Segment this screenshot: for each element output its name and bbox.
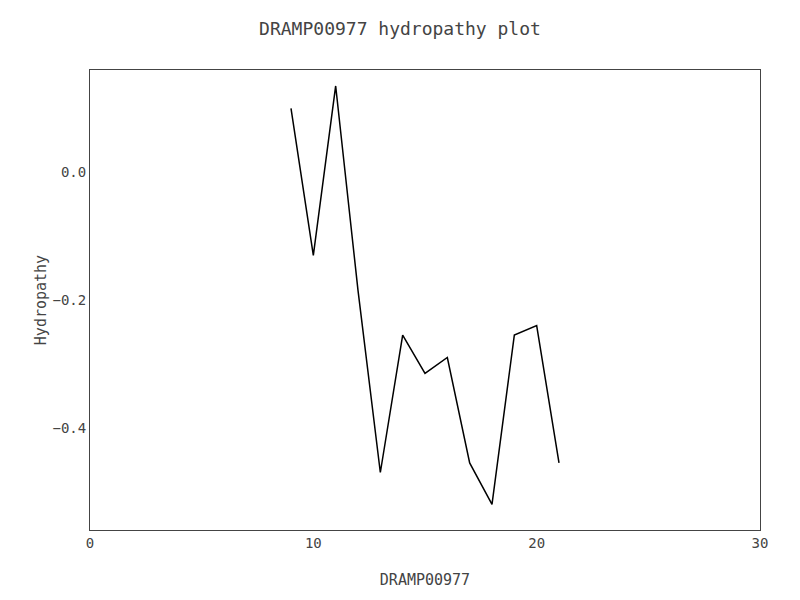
- svg-text:0: 0: [86, 535, 94, 551]
- svg-text:20: 20: [528, 535, 545, 551]
- svg-text:Hydropathy: Hydropathy: [32, 255, 50, 345]
- svg-text:−0.4: −0.4: [52, 420, 86, 436]
- svg-text:DRAMP00977 hydropathy plot: DRAMP00977 hydropathy plot: [259, 18, 541, 39]
- svg-text:30: 30: [752, 535, 769, 551]
- svg-text:DRAMP00977: DRAMP00977: [380, 571, 470, 589]
- svg-text:10: 10: [305, 535, 322, 551]
- svg-text:−0.2: −0.2: [52, 292, 86, 308]
- svg-text:0.0: 0.0: [61, 164, 86, 180]
